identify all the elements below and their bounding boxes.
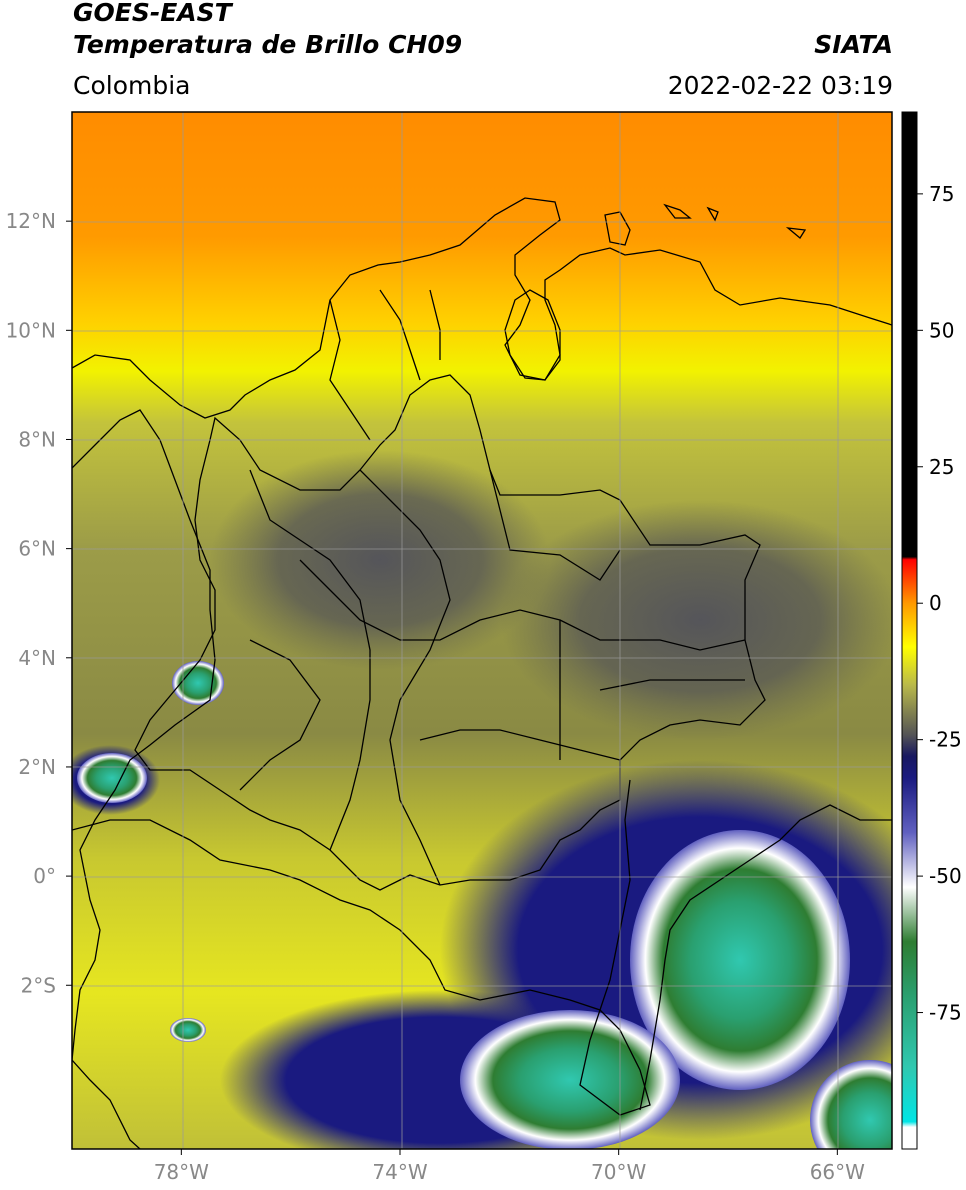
dept-borders-6 (489, 469, 621, 581)
map-frame (71, 111, 893, 1150)
lat-tick-label: 2°N (18, 755, 56, 779)
lon-tick-label: 66°W (810, 1160, 865, 1184)
colombia-border (134, 374, 766, 891)
dept-borders-8 (559, 619, 746, 691)
andes-gray-cloud (210, 450, 550, 670)
satellite-title: GOES-EAST (73, 0, 232, 27)
longitude-ticks: 78°W 74°W 70°W 66°W (154, 1149, 865, 1184)
lat-tick-label: 4°N (18, 646, 56, 670)
colorbar-ticks: 75 50 25 0 -25 -50 -75 (917, 182, 962, 1025)
convective-core-southeast (810, 1060, 892, 1149)
lon-tick-label: 74°W (372, 1160, 427, 1184)
lat-tick-label: 6°N (18, 537, 56, 561)
lon-tick-label: 78°W (154, 1160, 209, 1184)
lat-tick-label: 10°N (6, 318, 56, 342)
convective-core-south (460, 1010, 680, 1149)
brazil-border (639, 804, 892, 1111)
aruba-curacao (604, 203, 807, 246)
source-label: SIATA (814, 30, 893, 59)
borders (72, 197, 892, 1149)
region-label: Colombia (73, 71, 191, 100)
latitude-ticks: 12°N 10°N 8°N 6°N 4°N 2°N 0° 2°S (6, 209, 72, 997)
colorbar-tick-label: -50 (929, 864, 962, 888)
dept-borders-5 (239, 639, 321, 791)
colorbar-tick-label: 0 (929, 591, 942, 615)
caribbean-coast (72, 197, 892, 419)
colorbar-tick-label: 75 (929, 182, 954, 206)
lat-tick-label: 2°S (21, 973, 56, 997)
pacific-coast (72, 409, 216, 1061)
lat-tick-label: 0° (33, 864, 56, 888)
lat-tick-label: 12°N (6, 209, 56, 233)
product-title: Temperatura de Brillo CH09 (73, 30, 463, 59)
dept-borders-7 (329, 289, 441, 441)
peru-coast (72, 1059, 141, 1149)
colorbar-tick-label: 25 (929, 455, 954, 479)
dept-borders-2 (359, 469, 451, 886)
dept-borders-3 (299, 559, 561, 760)
dept-borders-4 (419, 729, 621, 761)
colorbar-tick-label: -75 (929, 1001, 962, 1025)
dept-borders-1 (249, 469, 371, 851)
convective-core-east (630, 830, 850, 1090)
graticule (72, 112, 892, 1149)
east-gray-cloud (500, 500, 892, 740)
colorbar-tick-label: -25 (929, 728, 962, 752)
convective-core-coast (77, 753, 147, 803)
ecuador-peru-border (72, 779, 651, 1116)
convective-core-small (170, 1018, 206, 1042)
convective-core-pacific (172, 661, 224, 705)
colorbar-tick-label: 50 (929, 318, 954, 342)
colorbar (901, 111, 918, 1150)
datetime-label: 2022-02-22 03:19 (667, 71, 893, 100)
lake-maracaibo (504, 289, 561, 381)
lat-tick-label: 8°N (18, 427, 56, 451)
lon-tick-label: 70°W (591, 1160, 646, 1184)
